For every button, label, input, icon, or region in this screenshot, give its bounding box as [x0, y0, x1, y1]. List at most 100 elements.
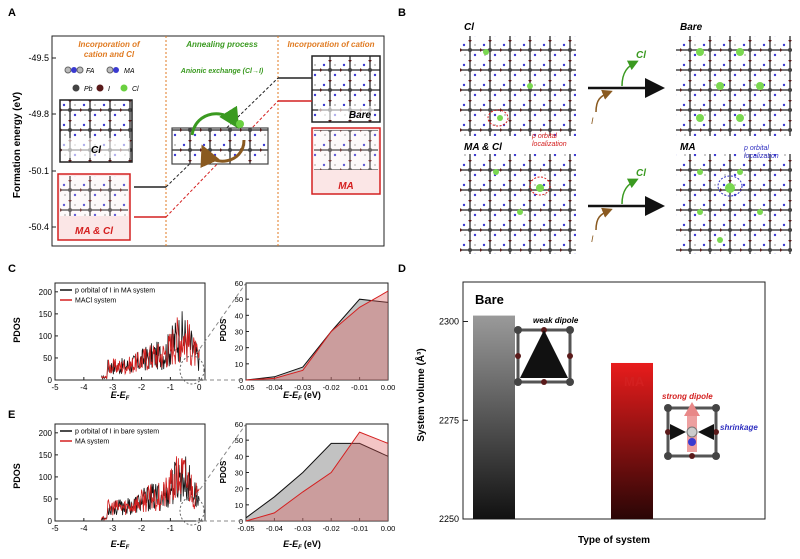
cl-atoms — [483, 48, 764, 243]
panel-d-tick-label: 2300 — [439, 317, 459, 327]
panel-a-structure-bare: Bare — [311, 55, 381, 123]
panel-a-label-cl: Cl — [91, 145, 101, 156]
panel-c-zoom-plot: -0.05-0.04-0.03-0.02-0.010.0001020304050… — [235, 279, 396, 392]
zoom-x-tick-label: -0.04 — [266, 524, 283, 533]
zoom-y-tick-label: 20 — [235, 485, 243, 494]
panel-a-structure-ma: MA — [311, 127, 381, 195]
arrow-i-in-top — [595, 89, 613, 113]
arrow-i-in-bottom — [595, 207, 613, 231]
panel-e-zoom-y-label: PDOS — [219, 460, 228, 483]
y-tick-label: 150 — [39, 451, 53, 460]
panel-a-structure-cl: Cl — [59, 99, 133, 163]
panel-b-label-ma-cl: MA & Cl — [464, 142, 502, 153]
y-tick-label: 200 — [39, 288, 53, 297]
panel-e-legend-1: p orbital of I in bare system — [75, 429, 159, 436]
panel-c: C PDOS -5 -4 -3 -2 -1 0 0 50 100 150 200 -0.05 -0.0… — [8, 263, 395, 402]
zoom-circle-e — [179, 496, 205, 526]
zoom-area-2 — [246, 432, 388, 521]
x-tick-label: -2 — [138, 383, 146, 392]
x-tick-label: -1 — [167, 383, 175, 392]
x-tick-label: 0 — [197, 383, 202, 392]
x-tick-label: -4 — [80, 383, 88, 392]
panel-a-section-left-2: cation and Cl — [84, 50, 135, 59]
y-tick-label: 100 — [39, 473, 53, 482]
panel-b-label-bare: Bare — [680, 22, 703, 33]
zoom-x-tick-label: -0.01 — [351, 383, 368, 392]
panel-b-letter: B — [398, 7, 406, 19]
panel-a-tick-4: -50.4 — [28, 222, 49, 232]
panel-d-y-label: System volume (Å³) — [414, 348, 427, 441]
panel-e-main-plot: -5 -4 -3 -2 -1 0 0 50 100 150 200 — [39, 423, 206, 533]
zoom-y-tick-label: 50 — [235, 295, 243, 304]
zoom-x-tick-label: -0.04 — [266, 383, 283, 392]
panel-a-tick-2: -49.8 — [28, 109, 49, 119]
panel-a-section-left-1: Incorporation of — [78, 40, 141, 49]
panel-e-legend-2: MA system — [75, 439, 109, 446]
structure-b-ma — [676, 154, 792, 254]
zoom-x-tick-label: -0.03 — [294, 383, 311, 392]
legend-cl: Cl — [132, 86, 139, 93]
localization-circle-3 — [717, 175, 743, 197]
panel-e-x-label: E-EF — [111, 539, 130, 551]
strong-dipole-structure — [664, 402, 720, 460]
panel-e-legend: p orbital of I in bare system MA system — [60, 429, 159, 446]
zoom-y-tick-label: 30 — [235, 328, 243, 337]
x-tick-label: -5 — [51, 383, 59, 392]
panel-e: E PDOS -5 -4 -3 -2 -1 0 0 50 100 150 200 -0.05 -0.0… — [8, 409, 395, 551]
x-tick-label: -3 — [109, 524, 117, 533]
note-2-line-1: p orbital — [743, 145, 769, 152]
localization-circle-2 — [529, 176, 551, 196]
panel-d: D System volume (Å³) 2300 2275 2250 Type o… — [398, 263, 766, 546]
panel-d-letter: D — [398, 263, 406, 275]
zoom-area-1 — [246, 299, 388, 380]
zoom-x-tick-label: -0.02 — [323, 383, 340, 392]
x-tick-label: 0 — [197, 524, 202, 533]
zoom-x-tick-label: -0.05 — [237, 524, 254, 533]
panel-a-exchange-structure — [171, 105, 269, 168]
zoom-line-2 — [245, 431, 389, 522]
bar-ma — [611, 362, 653, 519]
zoom-area-2 — [246, 291, 388, 380]
zoom-x-tick-label: -0.05 — [237, 383, 254, 392]
panel-c-main-plot: -5 -4 -3 -2 -1 0 0 50 100 150 200 — [39, 282, 206, 392]
zoom-y-tick-label: 20 — [235, 344, 243, 353]
panel-c-legend-2: MACl system — [75, 298, 116, 305]
localization-circle-1 — [487, 109, 509, 127]
arrow-i-bottom-label: I — [591, 234, 594, 244]
zoom-guide-e-1 — [195, 423, 247, 496]
note-1-line-1: p orbital — [531, 133, 557, 140]
panel-b: B Cl Bare MA & Cl MA Cl I Cl I — [398, 7, 792, 254]
arrow-cl-top-label: Cl — [636, 50, 646, 61]
panel-e-zoom-x-label: E-EF (eV) — [283, 539, 321, 551]
bar-bare — [473, 315, 515, 519]
panel-d-tick-label: 2250 — [439, 514, 459, 524]
zoom-circle-c — [179, 355, 205, 385]
panel-a-letter: A — [8, 7, 16, 19]
weak-dipole-structure — [514, 326, 574, 386]
panel-a-section-right: Incorporation of cation — [287, 40, 374, 49]
zoom-y-tick-label: 50 — [235, 436, 243, 445]
x-tick-label: -2 — [138, 524, 146, 533]
panel-c-main-frame — [54, 282, 206, 381]
structure-b-bare — [676, 36, 792, 136]
panel-a-tick-1: -49.5 — [28, 53, 49, 63]
panel-a-legend: FA MA Pb I Cl — [64, 66, 139, 93]
panel-a-frame — [51, 35, 385, 247]
panel-a-y-label: Formation energy (eV) — [12, 92, 23, 198]
x-tick-label: -5 — [51, 524, 59, 533]
panel-c-zoom-x-label: E-EF (eV) — [283, 390, 321, 402]
panel-d-x-label: Type of system — [578, 535, 650, 546]
x-tick-label: -3 — [109, 383, 117, 392]
panel-b-label-cl: Cl — [464, 22, 474, 33]
panel-e-letter: E — [8, 409, 15, 421]
structure-b-ma-cl — [460, 154, 576, 254]
zoom-y-tick-label: 60 — [235, 279, 243, 288]
zoom-y-tick-label: 40 — [235, 452, 243, 461]
zoom-x-tick-label: 0.00 — [381, 524, 396, 533]
zoom-y-tick-label: 10 — [235, 360, 243, 369]
y-tick-label: 100 — [39, 332, 53, 341]
panel-a-section-mid-sub: Anionic exchange (Cl→I) — [180, 68, 264, 75]
legend-ma: MA — [124, 68, 135, 75]
panel-a-y-ticks: -49.5 -49.8 -50.1 -50.4 — [28, 53, 56, 232]
